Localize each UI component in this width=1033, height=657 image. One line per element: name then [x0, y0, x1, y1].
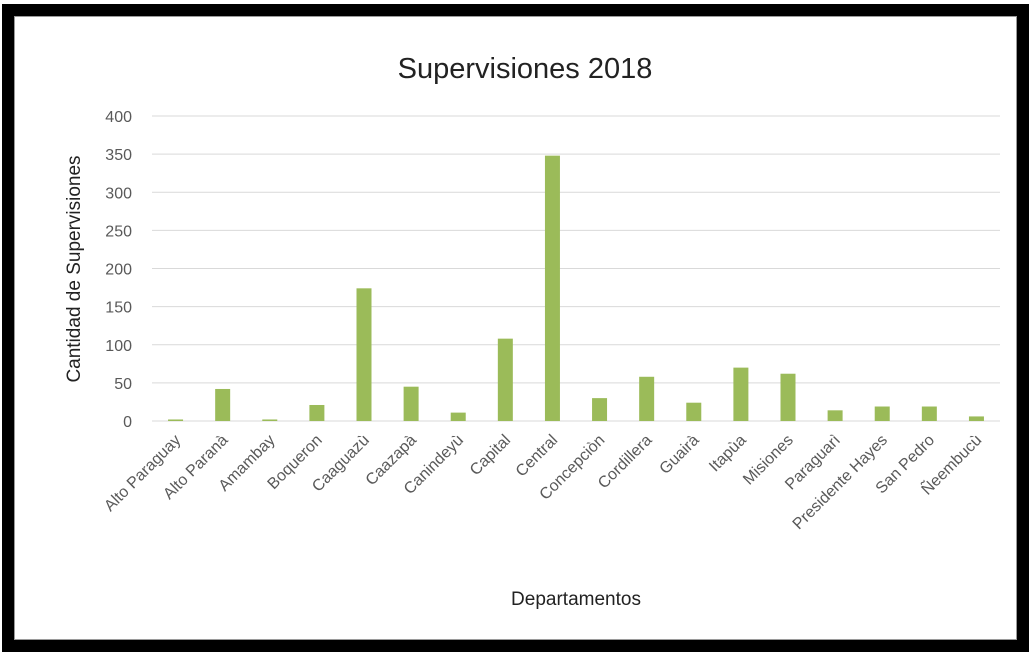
y-tick-label: 250 — [105, 223, 132, 240]
y-tick-label: 350 — [105, 147, 132, 164]
bar — [639, 376, 655, 421]
bar — [968, 416, 984, 421]
chart-area — [14, 16, 1017, 640]
bar — [309, 404, 325, 421]
bar — [356, 288, 372, 421]
bar — [733, 367, 749, 421]
y-tick-label: 0 — [123, 414, 132, 431]
bars — [168, 155, 984, 421]
bar — [874, 406, 890, 421]
y-tick-label: 400 — [105, 109, 132, 126]
bar — [686, 402, 702, 421]
bar — [592, 398, 608, 421]
chart-title: Supervisiones 2018 — [398, 53, 653, 85]
x-tick-label: Guairà — [657, 432, 703, 478]
bar — [403, 386, 419, 421]
y-axis-ticks: 0 50 100 150 200 250 300 350 400 — [105, 109, 132, 431]
bar — [780, 373, 796, 421]
y-axis-title: Cantidad de Supervisiones — [64, 155, 85, 382]
y-tick-label: 50 — [114, 376, 132, 393]
x-axis-title: Departamentos — [511, 589, 641, 610]
x-tick-label: Itapùa — [706, 432, 750, 476]
y-tick-label: 150 — [105, 300, 132, 317]
bar — [921, 406, 937, 421]
bar — [827, 410, 843, 421]
x-tick-label: Capital — [467, 432, 514, 479]
bar — [262, 419, 278, 421]
y-tick-label: 300 — [105, 185, 132, 202]
bar — [450, 412, 466, 421]
bar — [168, 419, 184, 421]
y-tick-label: 200 — [105, 262, 132, 279]
bar — [215, 388, 231, 421]
bar — [544, 155, 560, 421]
bar — [497, 338, 513, 421]
gridlines — [152, 115, 1000, 422]
y-tick-label: 100 — [105, 338, 132, 355]
